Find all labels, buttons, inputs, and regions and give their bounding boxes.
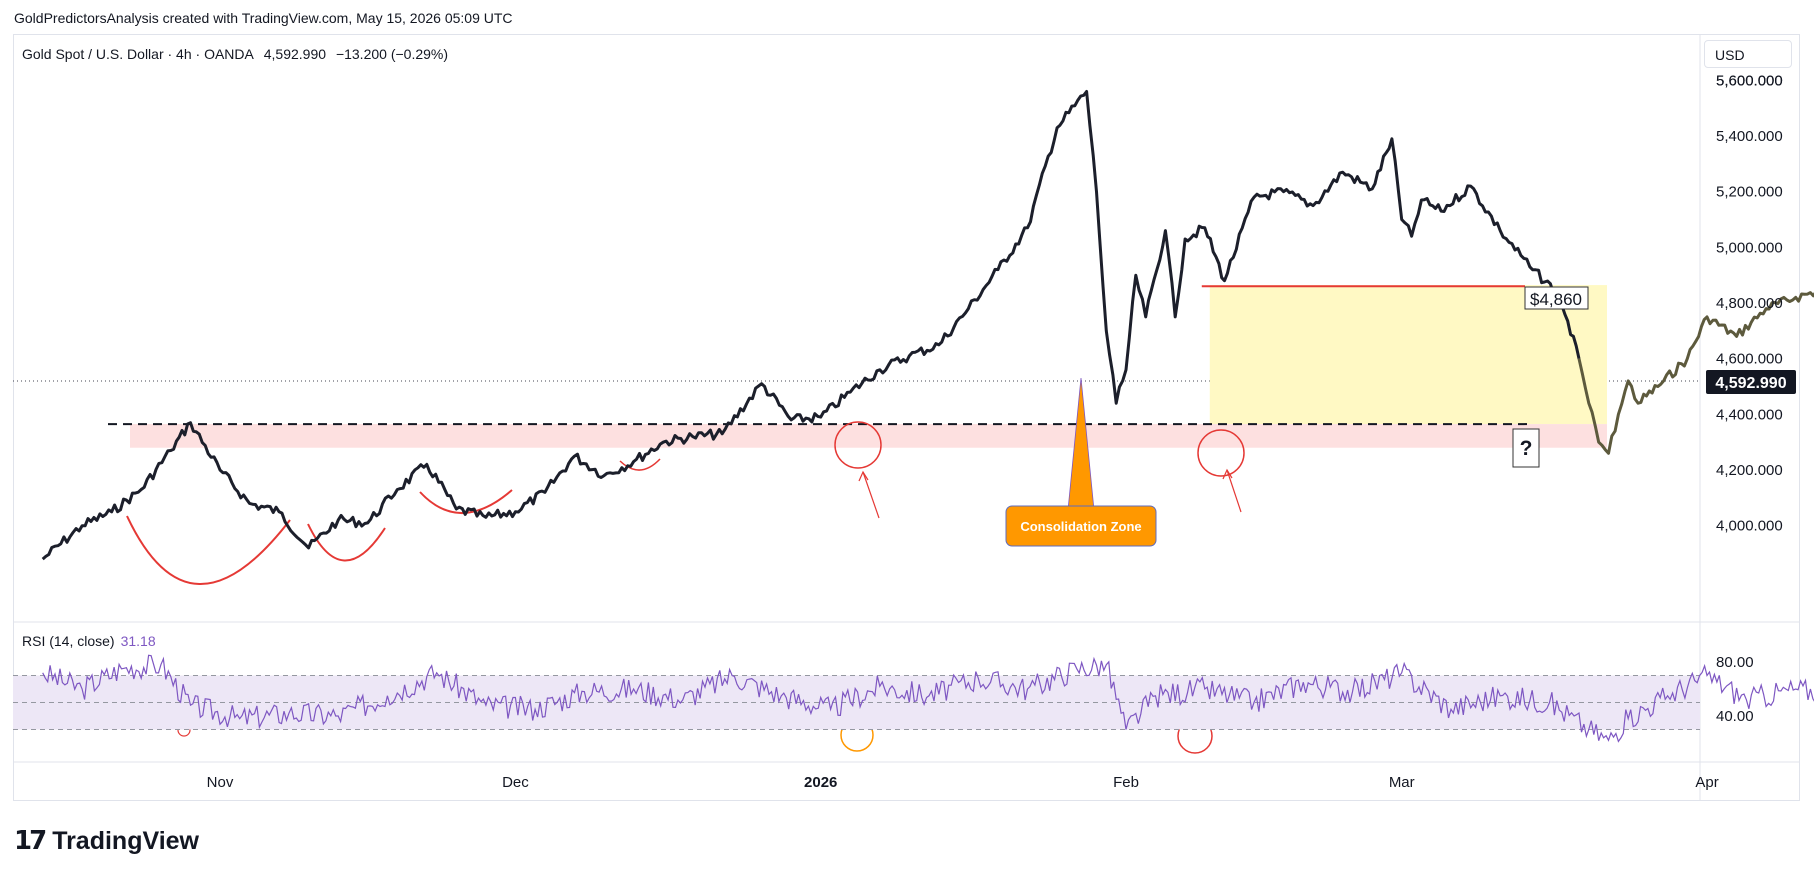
currency-selector[interactable]: USD [1704,40,1792,68]
arrow-pointer [862,471,880,519]
tradingview-logo-word: TradingView [52,826,199,855]
price-tick-label: 5,600.000 [1716,72,1783,89]
price-series-layer [41,90,1814,561]
time-axis: NovDec2026FebMarAprMay [207,774,1719,791]
last-price-tag-label: 4,592.990 [1715,375,1786,392]
price-tick-label: 5,600.000 [1716,72,1783,89]
resistance-label: $4,860 [1530,290,1582,309]
chart-attribution: GoldPredictorsAnalysis created with Trad… [14,10,513,26]
resistance-label-box [1524,286,1589,310]
price-tick-label: 5,200.000 [1716,184,1783,201]
symbol-last: 4,592.990 [263,46,327,62]
consolidation-callout-label: Consolidation Zone [1020,519,1141,534]
price-tick-label: 4,600.000 [1716,351,1783,368]
tradingview-logo-mark: 17 [14,826,47,856]
time-tick-label: Nov [207,774,234,791]
symbol-change: −13.200 (−0.29%) [335,46,449,62]
arrow-head [1222,468,1233,480]
price-tick-label: 4,000.000 [1716,518,1783,535]
cup-arc [619,458,661,471]
rsi-tick-label: 40.00 [1716,708,1754,725]
time-tick-label: Dec [502,774,529,791]
price-tick-label: 4,400.000 [1716,406,1783,423]
price-tick-label: 5,000.000 [1716,239,1783,256]
cup-arc [307,523,386,562]
symbol-legend: Gold Spot / U.S. Dollar · 4h · OANDA 4,5… [22,46,454,62]
cup-arc [126,515,291,585]
rsi-value: 31.18 [120,633,156,649]
support-test-circle [1197,429,1245,477]
chart-frame [13,34,1800,801]
tradingview-logo[interactable]: 17 TradingView [14,826,199,856]
arrow-pointer [1226,469,1242,513]
last-price-tag-layer: 4,592.990 [1706,370,1796,394]
rsi-axis: 80.00 40.00 [1716,654,1754,725]
rsi-label: RSI (14, close) [22,633,115,649]
price-tick-label: 4,200.000 [1716,462,1783,479]
time-tick-label: 2026 [804,774,837,791]
rsi-layer [13,654,1814,743]
rsi-line [42,654,1814,743]
symbol-name: Gold Spot / U.S. Dollar · 4h · OANDA [22,46,254,62]
rsi-tick-label: 80.00 [1716,654,1754,671]
rsi-legend: RSI (14, close) 31.18 [22,633,156,649]
price-line-recent [1577,291,1814,455]
price-axis: 5,600.000 5,400.000 5,200.000 5,000.000 4,80… [1716,72,1783,534]
time-tick-label: Apr [1695,774,1718,791]
zones-layer [108,285,1607,448]
arrow-head [858,470,869,482]
time-tick-label: Mar [1389,774,1415,791]
time-tick-label: Feb [1113,774,1139,791]
price-tick-label: 5,400.000 [1716,128,1783,145]
support-test-circle [834,421,882,469]
question-box [1512,428,1540,468]
last-price-tag [1706,370,1796,394]
question-label: ? [1520,437,1533,460]
consolidation-callout-box [1005,505,1157,547]
price-line [41,90,1581,561]
support-zone [130,424,1607,448]
cup-arcs-layer [126,458,661,585]
price-tick-label: 4,800.000 [1716,295,1783,312]
markers-layer: Consolidation Zone $4,860 ? [177,286,1589,754]
